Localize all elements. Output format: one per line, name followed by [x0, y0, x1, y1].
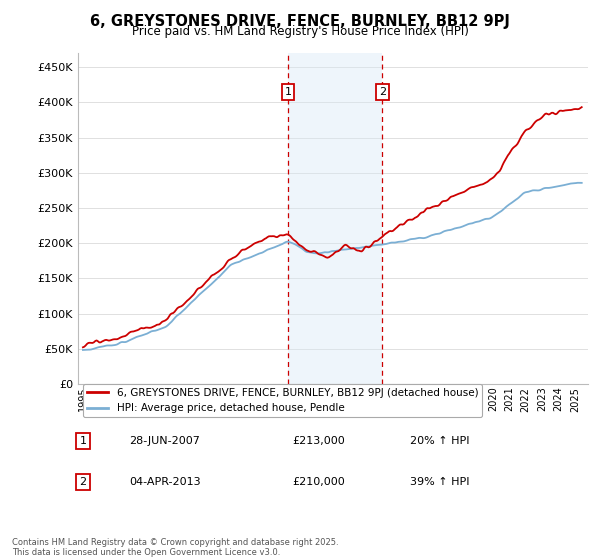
Text: 2: 2 — [80, 477, 86, 487]
Text: Price paid vs. HM Land Registry's House Price Index (HPI): Price paid vs. HM Land Registry's House … — [131, 25, 469, 38]
Text: £213,000: £213,000 — [292, 436, 345, 446]
Text: 1: 1 — [80, 436, 86, 446]
Bar — [288, 53, 382, 384]
Text: 20% ↑ HPI: 20% ↑ HPI — [409, 436, 469, 446]
Text: Contains HM Land Registry data © Crown copyright and database right 2025.
This d: Contains HM Land Registry data © Crown c… — [12, 538, 338, 557]
Text: 04-APR-2013: 04-APR-2013 — [129, 477, 200, 487]
Text: 28-JUN-2007: 28-JUN-2007 — [129, 436, 200, 446]
Text: 2: 2 — [379, 87, 386, 97]
Text: 1: 1 — [284, 87, 292, 97]
Text: 6, GREYSTONES DRIVE, FENCE, BURNLEY, BB12 9PJ: 6, GREYSTONES DRIVE, FENCE, BURNLEY, BB1… — [90, 14, 510, 29]
Text: £210,000: £210,000 — [292, 477, 345, 487]
Text: 39% ↑ HPI: 39% ↑ HPI — [409, 477, 469, 487]
Legend: 6, GREYSTONES DRIVE, FENCE, BURNLEY, BB12 9PJ (detached house), HPI: Average pri: 6, GREYSTONES DRIVE, FENCE, BURNLEY, BB1… — [83, 384, 482, 417]
